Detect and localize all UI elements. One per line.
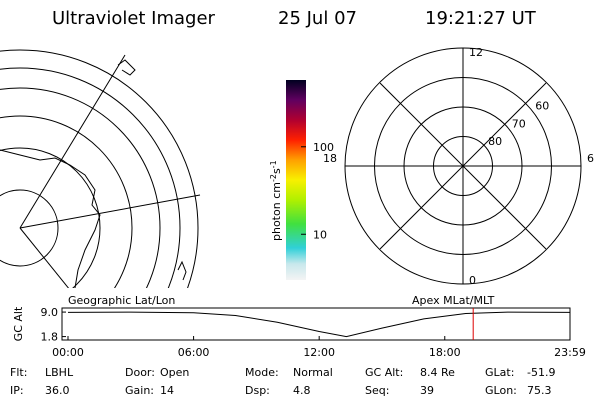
colorbar-label: photon cm-2s-1	[269, 160, 283, 241]
param-label: IP:	[10, 384, 24, 397]
gc-alt-line	[67, 311, 571, 338]
colorbar-tick-label: 100	[313, 141, 334, 154]
title: Ultraviolet Imager	[52, 8, 216, 29]
param-label: GC Alt:	[365, 366, 403, 379]
param-label: Mode:	[245, 366, 279, 379]
param-label: Dsp:	[245, 384, 270, 397]
param-label: GLat:	[485, 366, 514, 379]
strip-left-label: Geographic Lat/Lon	[68, 294, 175, 307]
y-tick-label: 1.8	[41, 331, 59, 344]
ring-label: 80	[488, 135, 502, 148]
param-value: 8.4 Re	[420, 366, 455, 379]
x-tick-label: 06:00	[178, 346, 210, 359]
x-tick-label: 23:59	[554, 346, 586, 359]
param-label: GLon:	[485, 384, 517, 397]
unit-exp: -1	[269, 160, 278, 168]
strip-frame	[61, 307, 571, 341]
time: 19:21:27 UT	[425, 8, 537, 29]
ring-label: 70	[512, 117, 526, 130]
param-value: LBHL	[45, 366, 74, 379]
unit: photon cm	[270, 182, 283, 241]
param-label: Flt:	[10, 366, 27, 379]
unit-exp: -2	[269, 174, 278, 182]
unit: s	[270, 168, 283, 174]
param-value: 75.3	[527, 384, 552, 397]
y-tick-label: 9.0	[41, 306, 59, 319]
polar-ring	[344, 47, 582, 285]
param-value: 14	[160, 384, 174, 397]
polar-grid	[345, 48, 581, 284]
param-label: Gain:	[125, 384, 154, 397]
param-value: Normal	[293, 366, 333, 379]
geo-map	[0, 49, 201, 288]
x-tick-label: 12:00	[303, 346, 335, 359]
date: 25 Jul 07	[278, 8, 357, 29]
param-label: Seq:	[365, 384, 389, 397]
strip-ylabel: GC Alt	[12, 306, 25, 341]
colorbar-tick-label: 10	[313, 228, 327, 241]
param-label: Door:	[125, 366, 155, 379]
x-tick-label: 18:00	[429, 346, 461, 359]
colorbar	[286, 80, 306, 280]
x-tick-label: 00:00	[52, 346, 84, 359]
param-value: 4.8	[293, 384, 311, 397]
mlt-label: 12	[469, 46, 483, 59]
mlt-label: 6	[587, 152, 594, 165]
param-value: 36.0	[45, 384, 70, 397]
param-value: Open	[160, 366, 189, 379]
mlt-label: 0	[469, 274, 476, 287]
strip-right-label: Apex MLat/MLT	[412, 294, 495, 307]
polar-ring	[433, 136, 493, 196]
polar-ring	[374, 77, 552, 255]
polar-ring	[403, 106, 523, 226]
ring-label: 60	[535, 100, 549, 113]
param-value: 39	[420, 384, 434, 397]
param-value: -51.9	[527, 366, 555, 379]
svg-text:photon cm-2s-1: photon cm-2s-1	[269, 160, 283, 241]
mlt-label: 18	[323, 152, 337, 165]
